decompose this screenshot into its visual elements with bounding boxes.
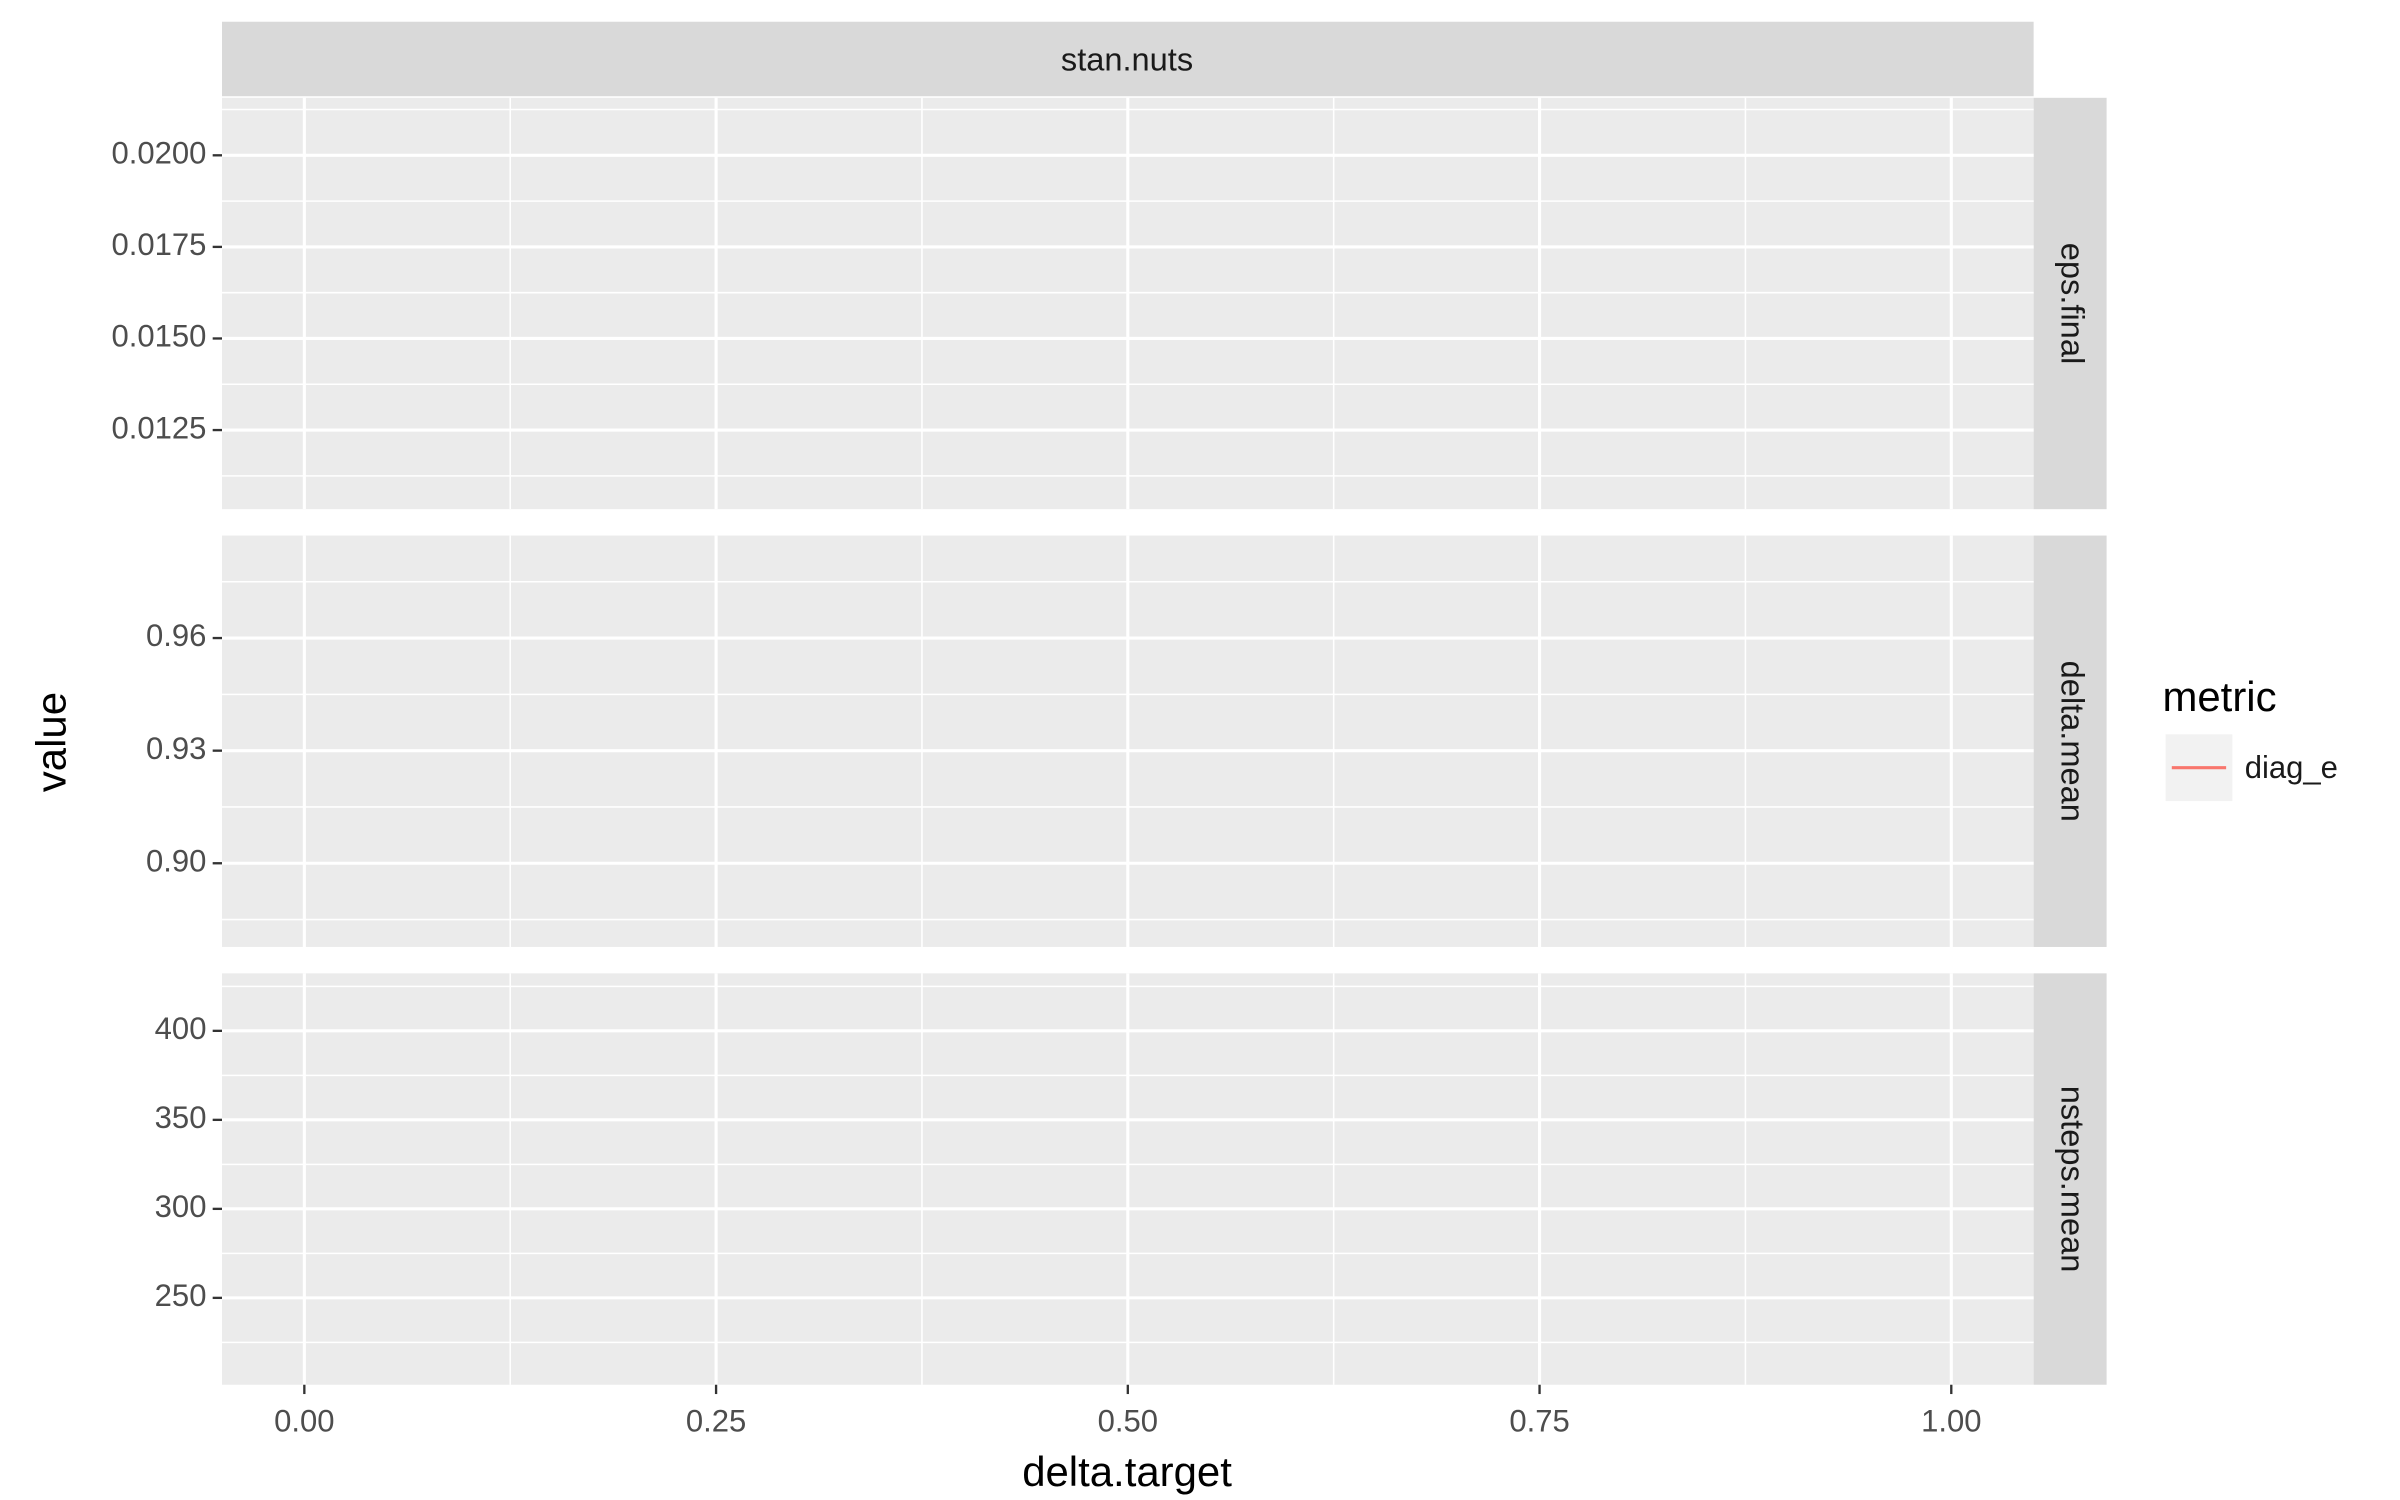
y-tick-label: 0.90 <box>146 843 206 878</box>
y-tick-label: 0.0125 <box>112 410 207 445</box>
panel-strip <box>2033 97 2107 510</box>
y-tick-label: 0.0175 <box>112 227 207 262</box>
y-axis-title: value <box>27 692 74 792</box>
y-tick-label: 250 <box>155 1278 207 1313</box>
x-tick-label: 0.75 <box>1509 1404 1569 1439</box>
x-tick-label: 1.00 <box>1921 1404 1981 1439</box>
y-tick-label: 350 <box>155 1100 207 1135</box>
x-tick-label: 0.00 <box>274 1404 334 1439</box>
facet-title: stan.nuts <box>1061 41 1193 78</box>
panel-strip <box>2033 535 2107 947</box>
panel-strip-label: nsteps.mean <box>2055 1086 2092 1273</box>
panel-strip-label: eps.final <box>2055 243 2092 364</box>
y-tick-label: 0.93 <box>146 731 206 766</box>
y-tick-label: 400 <box>155 1011 207 1046</box>
y-tick-label: 0.96 <box>146 618 206 653</box>
panel-strip <box>2033 973 2107 1385</box>
x-tick-label: 0.50 <box>1098 1404 1158 1439</box>
y-tick-label: 300 <box>155 1189 207 1224</box>
legend-label: diag_e <box>2245 750 2338 785</box>
y-tick-label: 0.0150 <box>112 319 207 354</box>
facet-strip <box>221 21 2034 97</box>
legend-title: metric <box>2162 673 2276 720</box>
panel-strip-label: delta.mean <box>2055 661 2092 822</box>
y-tick-label: 0.0200 <box>112 136 207 171</box>
x-axis-title: delta.target <box>1022 1448 1232 1495</box>
x-tick-label: 0.25 <box>686 1404 746 1439</box>
